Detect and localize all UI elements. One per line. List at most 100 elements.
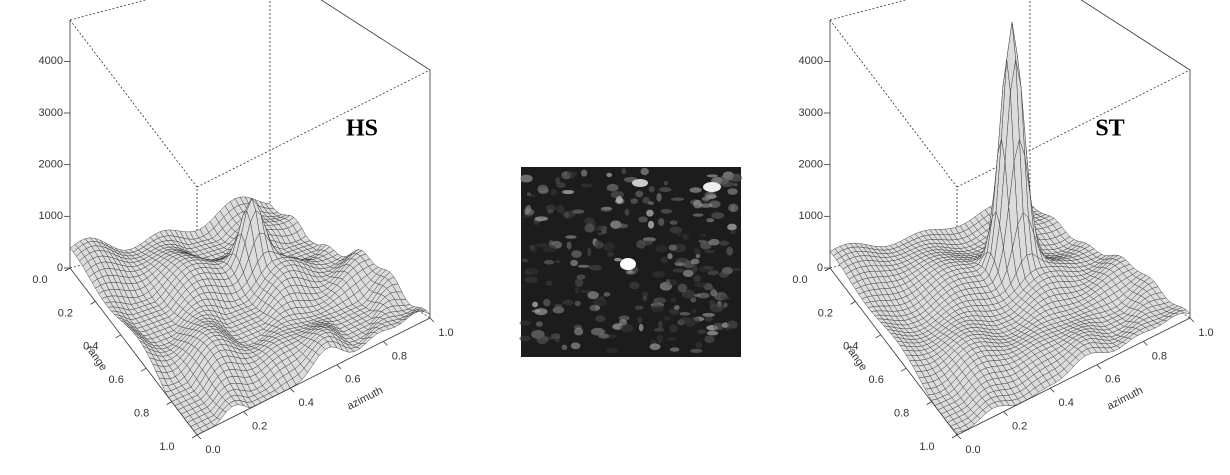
- speckle: [679, 317, 691, 324]
- box-edge: [957, 70, 1190, 187]
- x-tick: [1143, 341, 1147, 345]
- annotation: HS: [346, 116, 378, 142]
- speckle: [587, 291, 598, 299]
- speckle: [670, 347, 680, 351]
- x-tick: [337, 365, 341, 369]
- speckle: [595, 305, 600, 310]
- y-tick-label: 0.6: [869, 374, 884, 386]
- speckle: [530, 194, 535, 197]
- speckle: [597, 232, 602, 235]
- speckle: [562, 345, 568, 351]
- speckle: [710, 289, 717, 296]
- speckle: [664, 181, 668, 185]
- y-tick-label: 0.0: [32, 274, 47, 286]
- speckle: [711, 212, 724, 219]
- speckle: [734, 183, 738, 186]
- speckle: [534, 221, 539, 225]
- speckle: [638, 216, 648, 222]
- x-tick: [244, 412, 248, 416]
- speckle: [691, 259, 700, 265]
- y-tick: [825, 268, 830, 271]
- speckle: [547, 209, 553, 213]
- x-tick: [1190, 318, 1194, 322]
- x-tick: [430, 318, 434, 322]
- speckle: [567, 171, 578, 176]
- speckle: [648, 201, 654, 205]
- speckle: [707, 174, 718, 177]
- speckle: [536, 321, 543, 327]
- box-edge: [1030, 0, 1190, 70]
- x-tick: [290, 388, 294, 392]
- speckle: [629, 282, 640, 289]
- speckle: [543, 244, 557, 252]
- speckle: [670, 298, 676, 302]
- speckle: [604, 292, 611, 297]
- speckle: [653, 300, 659, 305]
- speckle: [693, 275, 700, 282]
- speckle: [678, 284, 688, 293]
- speckle: [638, 317, 643, 324]
- speckle: [607, 184, 619, 192]
- y-axis-label: range: [843, 343, 869, 373]
- speckle: [659, 187, 671, 192]
- y-tick-label: 0.0: [792, 274, 807, 286]
- speckle: [555, 177, 560, 184]
- speckle: [657, 334, 663, 343]
- speckle: [543, 299, 550, 307]
- speckle: [727, 188, 737, 195]
- speckle: [581, 184, 592, 188]
- speckle: [621, 168, 626, 174]
- sar-image: [519, 167, 742, 357]
- speckle: [666, 279, 670, 287]
- y-tick: [952, 435, 957, 438]
- speckle: [578, 265, 590, 268]
- speckle: [571, 342, 581, 349]
- speckle: [730, 230, 735, 235]
- speckle: [651, 305, 664, 313]
- z-tick-label: 1000: [799, 210, 823, 222]
- box-edge: [830, 0, 1030, 20]
- speckle: [690, 297, 696, 302]
- speckle: [700, 234, 706, 237]
- speckle: [553, 306, 564, 313]
- y-tick-label: 1.0: [919, 441, 934, 453]
- x-tick-label: 0.2: [252, 421, 267, 433]
- y-tick: [65, 268, 70, 271]
- speckle: [660, 209, 672, 214]
- speckle: [536, 335, 548, 344]
- speckle: [674, 305, 680, 310]
- y-tick-label: 0.8: [134, 408, 149, 420]
- speckle: [643, 296, 648, 301]
- speckle: [550, 189, 557, 196]
- z-tick-label: 4000: [39, 55, 63, 67]
- speckle: [556, 205, 564, 213]
- z-tick-label: 2000: [39, 159, 63, 171]
- speckle: [654, 328, 664, 332]
- y-tick: [927, 402, 932, 405]
- y-tick: [90, 301, 95, 304]
- y-tick: [116, 335, 121, 338]
- x-tick-label: 0.6: [1105, 374, 1120, 386]
- speckle: [646, 210, 653, 217]
- speckle: [719, 271, 729, 278]
- speckle: [671, 197, 685, 200]
- box-edge: [197, 70, 430, 187]
- speckle: [702, 313, 715, 317]
- x-tick-label: 1.0: [1198, 327, 1213, 339]
- y-tick: [850, 301, 855, 304]
- speckle: [538, 185, 549, 193]
- y-tick: [141, 368, 146, 371]
- y-tick: [901, 368, 906, 371]
- speckle: [555, 260, 560, 263]
- speckle: [532, 302, 538, 308]
- speckle: [702, 196, 709, 202]
- speckle: [587, 248, 591, 257]
- x-tick-label: 0.4: [1059, 397, 1074, 409]
- speckle: [670, 324, 678, 333]
- speckle: [524, 270, 533, 275]
- speckle: [535, 216, 549, 221]
- speckle: [584, 224, 594, 233]
- speckle: [732, 268, 741, 271]
- speckle: [661, 257, 668, 263]
- speckle: [567, 241, 572, 249]
